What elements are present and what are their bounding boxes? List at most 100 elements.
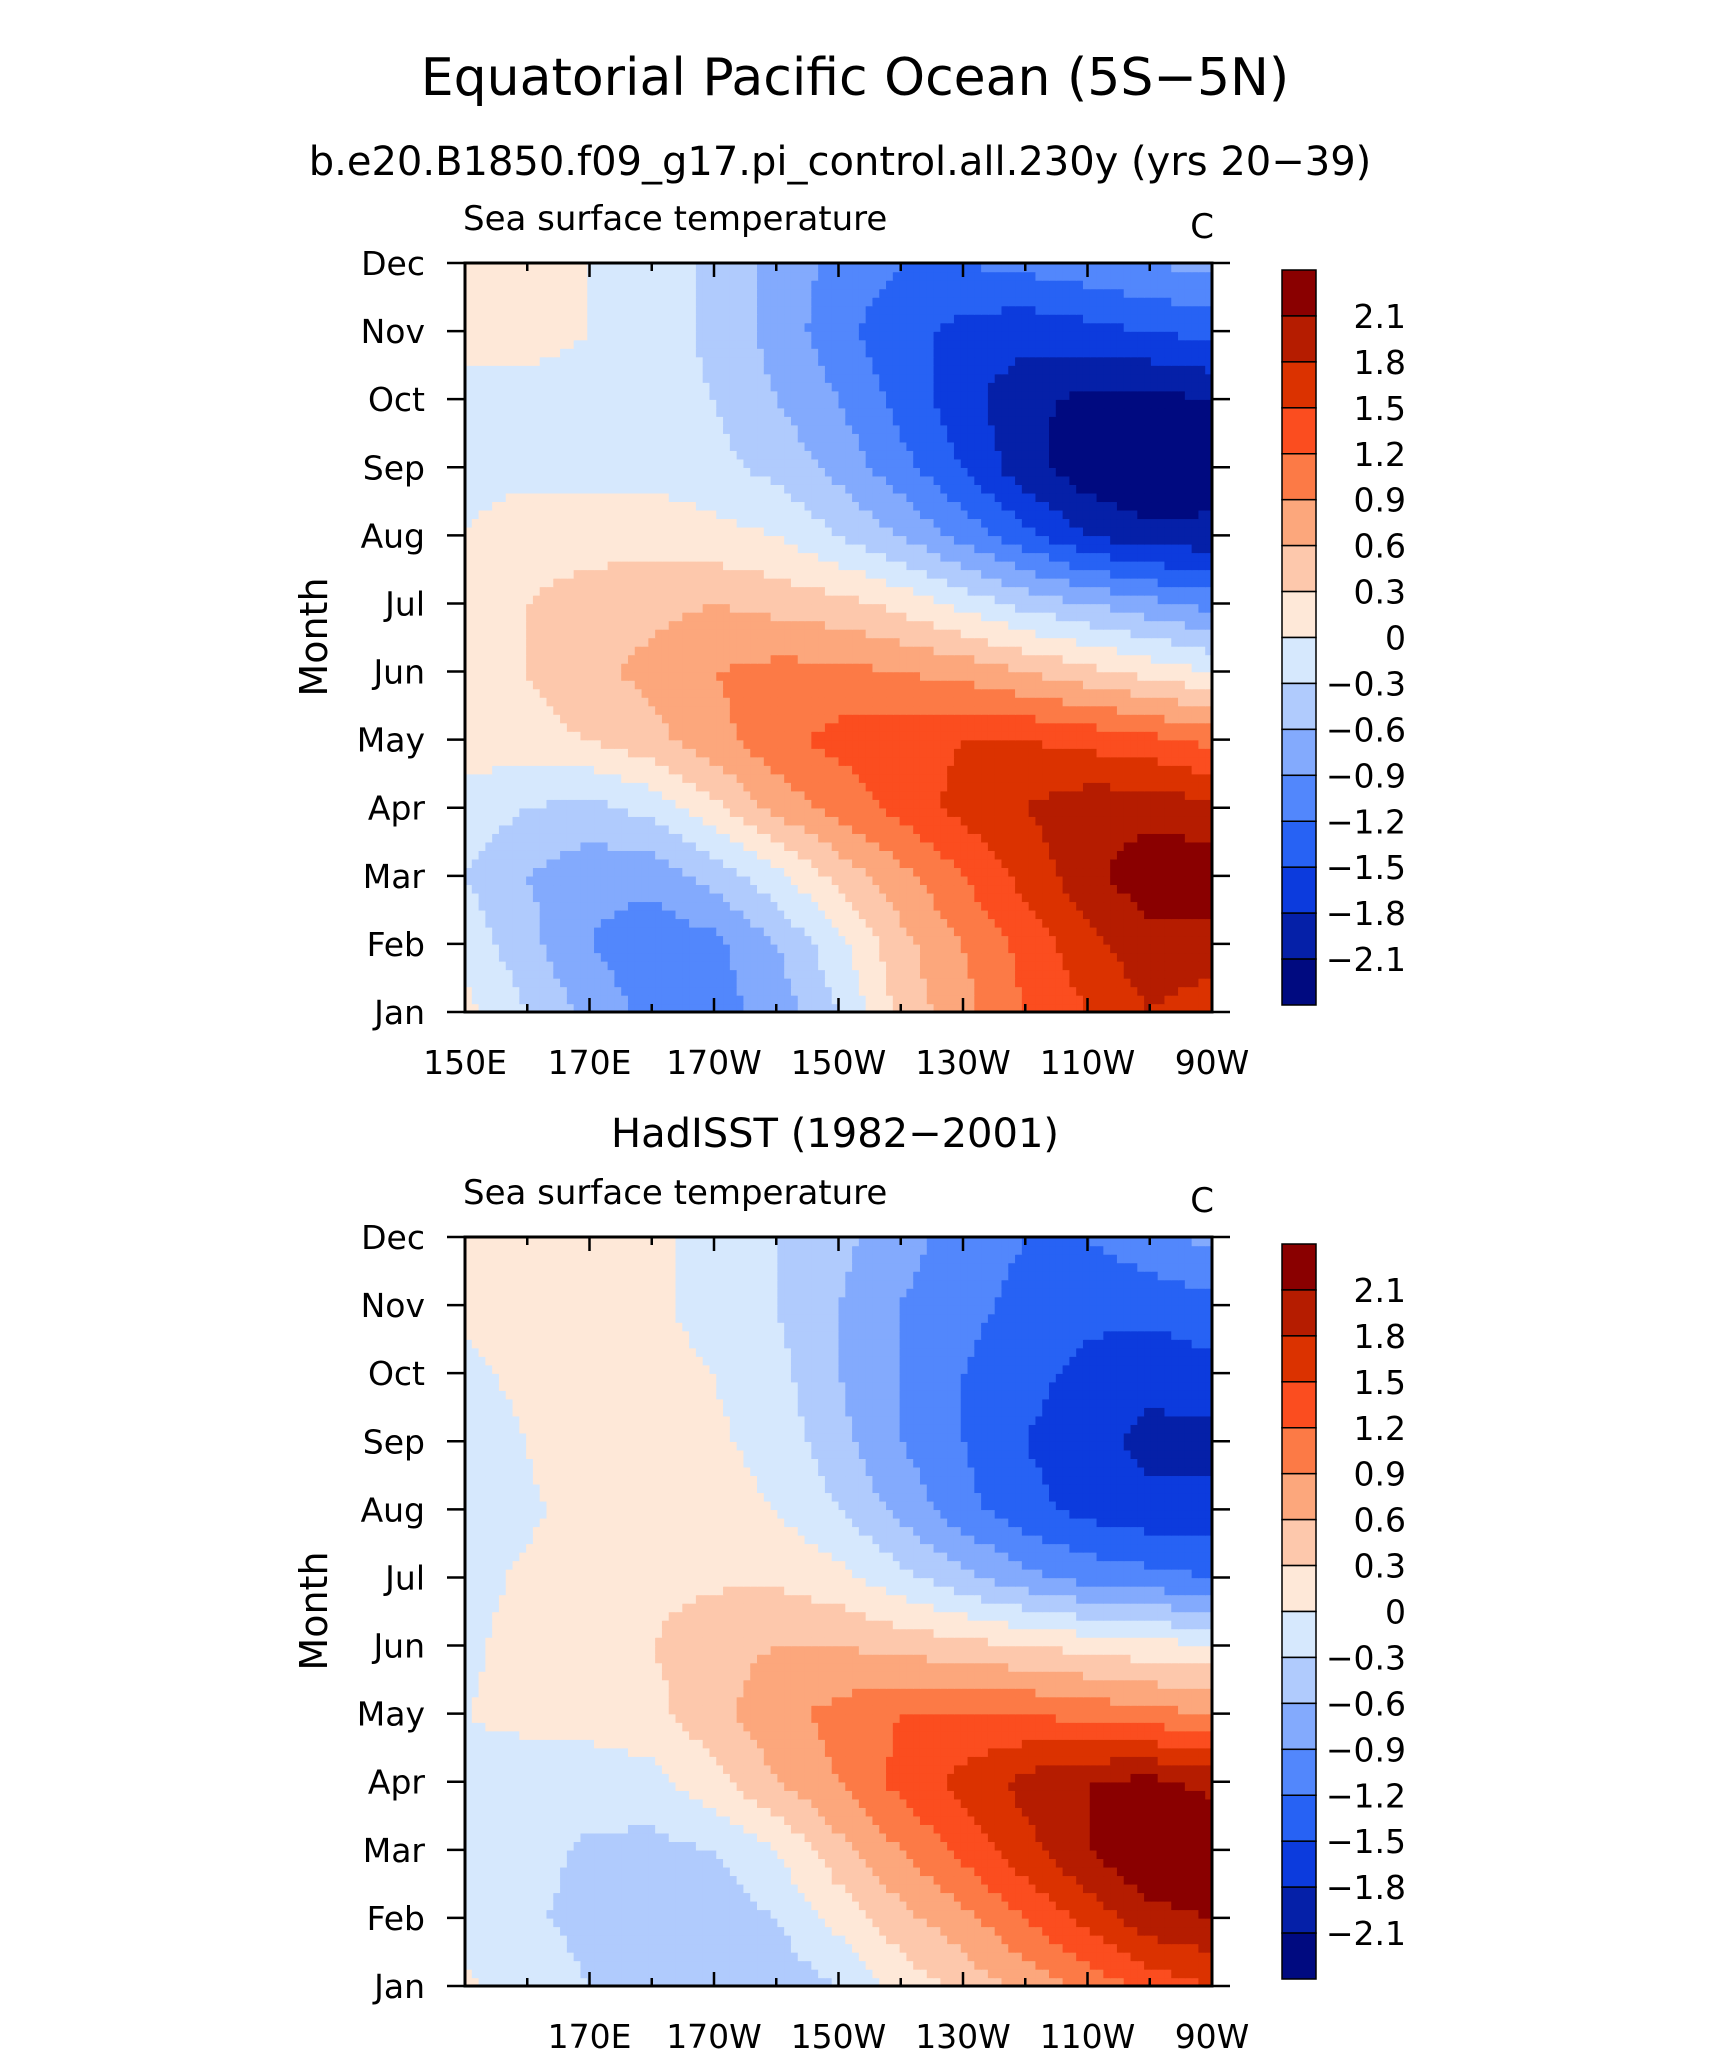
contour-cell	[987, 654, 996, 664]
contour-cell	[953, 799, 962, 809]
contour-cell	[1178, 892, 1186, 903]
contour-cell	[471, 620, 480, 630]
contour-cell	[1069, 867, 1077, 877]
contour-cell	[757, 807, 765, 817]
contour-cell	[661, 790, 670, 800]
contour-cell	[1116, 705, 1125, 715]
contour-cell	[573, 918, 582, 928]
contour-cell	[465, 926, 473, 937]
contour-cell	[505, 620, 514, 630]
contour-cell	[743, 731, 751, 741]
contour-cell	[926, 765, 935, 775]
contour-cell	[641, 790, 650, 800]
contour-cell	[1157, 688, 1166, 698]
contour-cell	[879, 858, 887, 869]
contour-cell	[689, 986, 697, 996]
contour-cell	[940, 799, 948, 809]
contour-cell	[498, 773, 507, 783]
contour-cell	[716, 688, 724, 698]
contour-cell	[1184, 654, 1193, 664]
contour-cell	[532, 986, 541, 996]
contour-cell	[1205, 654, 1213, 664]
contour-cell	[1110, 680, 1118, 690]
contour-cell	[1157, 731, 1166, 741]
contour-cell	[1191, 824, 1200, 834]
contour-cell	[634, 884, 643, 894]
contour-cell	[845, 986, 853, 996]
contour-cell	[465, 646, 473, 656]
contour-cell	[981, 867, 989, 877]
contour-cell	[797, 756, 806, 766]
contour-cell	[872, 858, 880, 869]
contour-cell	[940, 705, 948, 715]
contour-cell	[926, 748, 935, 758]
contour-cell	[1028, 994, 1037, 1005]
contour-cell	[580, 663, 588, 673]
contour-cell	[770, 986, 779, 996]
contour-cell	[702, 807, 711, 817]
contour-cell	[519, 960, 527, 971]
contour-cell	[1110, 816, 1118, 826]
contour-cell	[471, 816, 480, 826]
contour-cell	[974, 901, 982, 911]
contour-cell	[1198, 986, 1206, 996]
contour-cell	[858, 765, 867, 775]
contour-cell	[526, 841, 534, 851]
contour-cell	[974, 935, 982, 945]
contour-cell	[750, 628, 758, 639]
contour-cell	[1008, 943, 1016, 954]
contour-cell	[709, 952, 717, 962]
contour-cell	[804, 841, 813, 851]
contour-cell	[655, 663, 663, 673]
contour-cell	[1110, 986, 1118, 996]
contour-cell	[661, 739, 670, 749]
contour-cell	[1191, 943, 1200, 954]
contour-cell	[824, 909, 833, 920]
contour-cell	[1171, 671, 1179, 681]
contour-cell	[1178, 816, 1186, 826]
contour-cell	[845, 748, 853, 758]
contour-cell	[1157, 884, 1166, 894]
contour-cell	[818, 680, 826, 690]
contour-cell	[1021, 739, 1030, 749]
contour-cell	[1035, 909, 1043, 920]
contour-cell	[621, 884, 629, 894]
contour-cell	[960, 646, 969, 656]
contour-cell	[1062, 697, 1071, 707]
contour-cell	[824, 680, 833, 690]
contour-cell	[498, 858, 507, 869]
contour-cell	[899, 858, 908, 869]
contour-cell	[960, 756, 969, 766]
contour-cell	[1130, 926, 1138, 937]
contour-cell	[492, 705, 500, 715]
contour-cell	[689, 688, 697, 698]
contour-cell	[1150, 748, 1159, 758]
contour-cell	[655, 969, 663, 979]
contour-cell	[689, 628, 697, 639]
contour-cell	[1178, 867, 1186, 877]
contour-cell	[729, 994, 738, 1005]
contour-cell	[553, 850, 561, 860]
contour-cell	[994, 816, 1003, 826]
contour-cell	[661, 841, 670, 851]
contour-cell	[1089, 773, 1098, 783]
contour-cell	[899, 628, 908, 639]
contour-cell	[824, 901, 833, 911]
contour-cell	[465, 935, 473, 945]
contour-cell	[1150, 986, 1159, 996]
contour-cell	[512, 960, 521, 971]
contour-cell	[594, 705, 602, 715]
contour-cell	[1089, 926, 1098, 937]
contour-cell	[1096, 722, 1105, 732]
contour-cell	[981, 646, 989, 656]
contour-cell	[471, 926, 480, 937]
contour-cell	[1082, 697, 1091, 707]
contour-cell	[1110, 969, 1118, 979]
contour-cell	[750, 807, 758, 817]
contour-cell	[682, 680, 690, 690]
contour-cell	[811, 637, 819, 647]
contour-cell	[661, 935, 670, 945]
contour-cell	[1055, 884, 1064, 894]
contour-cell	[960, 637, 969, 647]
contour-cell	[505, 816, 514, 826]
